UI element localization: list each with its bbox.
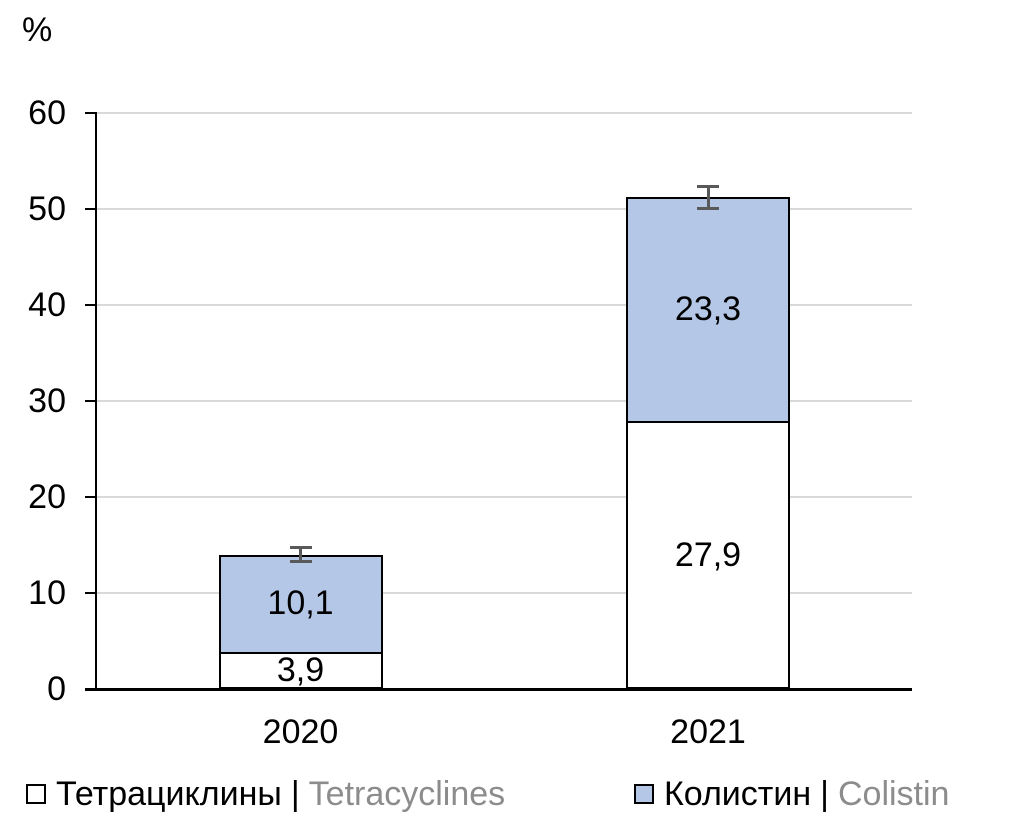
gridline-50 (96, 208, 912, 210)
legend-swatch-colistin-icon (634, 784, 654, 804)
y-tick-10 (85, 592, 97, 594)
y-tick-20 (85, 496, 97, 498)
gridline-30 (96, 400, 912, 402)
x-category-label-2020: 2020 (262, 713, 339, 751)
gridline-40 (96, 304, 912, 306)
legend-swatch-tetracyclines-icon (26, 784, 46, 804)
error-bar-2021-cap (697, 206, 719, 210)
y-tick-50 (85, 208, 97, 210)
y-tick-40 (85, 304, 97, 306)
gridline-20 (96, 496, 912, 498)
error-bar-2020-cap (289, 560, 312, 564)
error-bar-2020-cap (289, 545, 312, 549)
y-axis-title: % (22, 11, 53, 49)
bar-2021-segment-tetracyclines (626, 421, 790, 689)
bar-label-2021-colistin: 23,3 (674, 290, 742, 329)
legend-separator: | (820, 774, 829, 813)
y-tick-label-40: 40 (28, 286, 66, 324)
error-bar-2020-vline (299, 545, 302, 564)
legend-label-colistin-ru: Колистин (664, 774, 812, 813)
y-tick-label-60: 60 (28, 94, 66, 132)
bar-label-2020-colistin: 10,1 (267, 584, 334, 623)
y-tick-label-30: 30 (28, 382, 66, 420)
bar-2020-segment-colistin (218, 554, 383, 652)
y-axis-line (95, 113, 97, 689)
bar-2021-segment-colistin (626, 197, 790, 422)
legend-label-tetracyclines-en: Tetracyclines (308, 774, 506, 813)
y-tick-30 (85, 400, 97, 402)
bar-label-2020-tetracyclines: 3,9 (276, 651, 325, 690)
y-tick-label-0: 0 (47, 670, 66, 708)
y-tick-label-50: 50 (28, 190, 66, 228)
gridline-60 (96, 112, 912, 114)
y-tick-label-10: 10 (28, 574, 66, 612)
gridline-10 (96, 592, 912, 594)
y-tick-label-20: 20 (28, 478, 66, 516)
error-bar-2021-vline (706, 185, 710, 210)
legend: Тетрациклины | Tetracyclines Колистин | … (0, 771, 1010, 817)
bar-label-2021-tetracyclines: 27,9 (674, 536, 742, 575)
error-bar-2020 (289, 545, 312, 564)
y-tick-60 (85, 112, 97, 114)
x-axis-line (85, 688, 912, 691)
bar-2020-segment-tetracyclines (218, 651, 383, 689)
legend-label-tetracyclines-ru: Тетрациклины (56, 774, 282, 813)
legend-item-tetracyclines: Тетрациклины | Tetracyclines (26, 771, 505, 817)
x-category-label-2021: 2021 (670, 713, 746, 751)
error-bar-2021-cap (697, 185, 719, 188)
legend-item-colistin: Колистин | Colistin (634, 771, 949, 817)
error-bar-2021 (697, 185, 719, 210)
legend-separator: | (290, 774, 300, 813)
legend-label-colistin-en: Colistin (837, 774, 950, 813)
